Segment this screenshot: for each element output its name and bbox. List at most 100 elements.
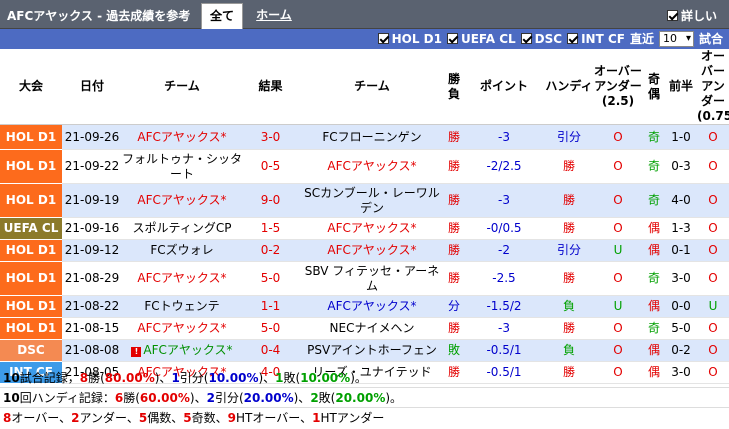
summary-text: HTオーバー、 (236, 411, 313, 425)
filter-uefa-cl[interactable]: UEFA CL (446, 32, 516, 46)
col-date: 日付 (62, 49, 122, 125)
away-team-link[interactable]: AFCアヤックス* (299, 217, 445, 240)
handicap-cell: 勝 (545, 361, 593, 384)
summary-text: )、 (293, 391, 311, 405)
half-score-cell: 0-2 (665, 339, 697, 362)
score-link[interactable]: 4-0 (242, 361, 299, 384)
league-badge[interactable]: HOL D1 (0, 124, 62, 150)
home-team-link[interactable]: FCトウェンテ (122, 295, 242, 318)
summary-text: 勝( (88, 371, 105, 385)
home-team-link[interactable]: フォルトゥナ・シッタート (122, 149, 242, 184)
points-cell: -0/0.5 (463, 217, 545, 240)
score-link[interactable]: 1-5 (242, 217, 299, 240)
summary-text: )。 (385, 391, 403, 405)
summary-text: )、 (189, 391, 207, 405)
home-team-link[interactable]: AFCアヤックス* (122, 317, 242, 340)
half-score-cell: 4-0 (665, 183, 697, 218)
checkbox-icon[interactable] (446, 33, 458, 44)
odd-even-cell: 偶 (643, 217, 665, 240)
handicap-cell: 勝 (545, 261, 593, 296)
over-under-075-cell: O (697, 124, 729, 150)
away-team-link[interactable]: PSVアイントホーフェン (299, 339, 445, 362)
home-team-link[interactable]: AFCアヤックス* (122, 183, 242, 218)
summary-text: 20.00% (335, 391, 386, 405)
table-row: DSC 21-08-08! AFCアヤックス* 0-4 PSVアイントホーフェン敗 -0.… (0, 339, 729, 362)
checkbox-icon[interactable] (520, 33, 532, 44)
away-team-link[interactable]: AFCアヤックス* (299, 149, 445, 184)
filter-hol-d1[interactable]: HOL D1 (377, 32, 442, 46)
odd-even-cell: 奇 (643, 183, 665, 218)
half-score-cell: 0-1 (665, 239, 697, 262)
filter-dsc[interactable]: DSC (520, 32, 562, 46)
over-under-25-cell: O (593, 124, 643, 150)
score-link[interactable]: 0-4 (242, 339, 299, 362)
tab-home[interactable]: ホーム (256, 8, 292, 22)
filter-int-cf[interactable]: INT CF (567, 32, 625, 46)
table-row: HOL D1 21-09-19 AFCアヤックス* 9-0 SCカンブール・レーワルデン… (0, 183, 729, 218)
details-label: 詳しい (680, 9, 717, 23)
league-badge[interactable]: HOL D1 (0, 295, 62, 318)
summary-text: 8 (3, 411, 12, 425)
away-team-link[interactable]: SCカンブール・レーワルデン (299, 183, 445, 218)
away-team-link[interactable]: リーズ・ユナイテッド (299, 361, 445, 384)
score-link[interactable]: 0-2 (242, 239, 299, 262)
league-badge[interactable]: DSC (0, 339, 62, 362)
league-badge[interactable]: HOL D1 (0, 149, 62, 184)
score-link[interactable]: 5-0 (242, 317, 299, 340)
summary-handicap: 10回ハンディ記録：6勝(60.00%)、2引分(20.00%)、2敗(20.0… (0, 388, 729, 408)
over-under-25-cell: U (593, 239, 643, 262)
details-checkbox[interactable] (666, 10, 678, 21)
league-badge[interactable]: HOL D1 (0, 239, 62, 262)
league-badge[interactable]: INT CF (0, 361, 62, 384)
table-row: HOL D1 21-08-29 AFCアヤックス* 5-0 SBV フィテッセ・アーネム… (0, 261, 729, 296)
score-link[interactable]: 5-0 (242, 261, 299, 296)
league-badge[interactable]: HOL D1 (0, 261, 62, 296)
match-date: 21-08-22 (62, 295, 122, 318)
league-badge[interactable]: HOL D1 (0, 317, 62, 340)
tab-all[interactable]: 全て (201, 3, 243, 29)
summary-text: 5 (183, 411, 192, 425)
summary-text: 敗( (283, 371, 301, 385)
away-team-link[interactable]: AFCアヤックス* (299, 239, 445, 262)
home-team-link[interactable]: FCズウォレ (122, 239, 242, 262)
summary-text: 60.00% (139, 391, 190, 405)
over-under-075-cell: O (697, 339, 729, 362)
away-team-link[interactable]: FCフローニンゲン (299, 124, 445, 150)
summary-text: 引分( (179, 371, 209, 385)
summary-text: 2 (310, 391, 319, 405)
recent-count-select[interactable]: 10 (658, 30, 694, 47)
summary-text: 5 (138, 411, 148, 425)
score-link[interactable]: 0-5 (242, 149, 299, 184)
away-team-link[interactable]: AFCアヤックス* (299, 295, 445, 318)
away-team-link[interactable]: NECナイメヘン (299, 317, 445, 340)
home-team-link[interactable]: AFCアヤックス* (122, 361, 242, 384)
home-team-link[interactable]: ! AFCアヤックス* (122, 339, 242, 362)
table-row: HOL D1 21-08-22 FCトウェンテ 1-1 AFCアヤックス* 分 -1.5/2… (0, 295, 729, 318)
league-badge[interactable]: HOL D1 (0, 183, 62, 218)
over-under-075-cell: O (697, 317, 729, 340)
score-link[interactable]: 9-0 (242, 183, 299, 218)
details-toggle[interactable]: 詳しい (666, 7, 717, 24)
points-cell: -3 (463, 124, 545, 150)
match-date: 21-09-16 (62, 217, 122, 240)
league-badge[interactable]: UEFA CL (0, 217, 62, 240)
away-team-link[interactable]: SBV フィテッセ・アーネム (299, 261, 445, 296)
score-link[interactable]: 3-0 (242, 124, 299, 150)
col-half: 前半 (665, 49, 697, 125)
over-under-25-cell: O (593, 183, 643, 218)
table-row: HOL D1 21-09-12 FCズウォレ 0-2 AFCアヤックス* 勝 -2 引分 U 偶 0… (0, 239, 729, 262)
home-team-link[interactable]: スポルティングCP (122, 217, 242, 240)
checkbox-icon[interactable] (377, 33, 389, 44)
handicap-cell: 勝 (545, 317, 593, 340)
result-cell: 勝 (445, 261, 463, 296)
score-link[interactable]: 1-1 (242, 295, 299, 318)
col-league: 大会 (0, 49, 62, 125)
points-cell: -2.5 (463, 261, 545, 296)
checkbox-icon[interactable] (567, 33, 579, 44)
summary-text: )、 (258, 371, 276, 385)
warning-icon: ! (131, 347, 142, 357)
odd-even-cell: 奇 (643, 149, 665, 184)
recent-label: 直近 (629, 32, 654, 46)
home-team-link[interactable]: AFCアヤックス* (122, 124, 242, 150)
home-team-link[interactable]: AFCアヤックス* (122, 261, 242, 296)
